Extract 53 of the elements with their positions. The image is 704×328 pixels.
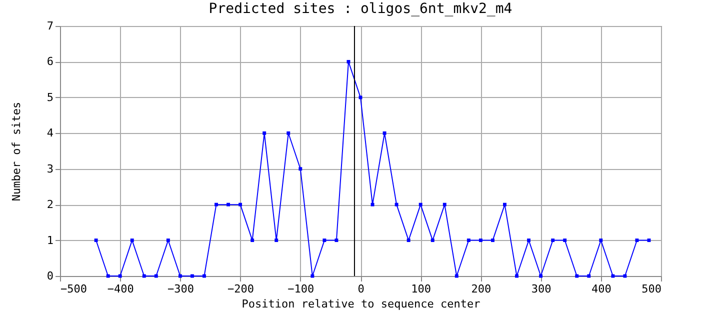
y-tick-label: 0 [46,270,54,282]
point [94,238,98,242]
y-axis-title: Number of sites [10,102,23,202]
x-tick-label: 100 [411,282,432,296]
y-tick-label: 4 [46,126,54,140]
point [466,238,470,242]
y-tick-label: 2 [46,198,54,212]
y-tick-label: 3 [46,162,54,176]
point [442,202,446,206]
x-tick-label: 200 [471,282,492,296]
x-tick-label: 400 [591,282,612,296]
point [286,131,290,135]
x-tick-label: −100 [288,282,314,296]
point [166,238,170,242]
point [394,202,398,206]
point [418,202,422,206]
x-tick-label: −500 [60,282,87,296]
point [334,238,338,242]
y-tick-label: 7 [46,20,54,32]
point [503,202,506,206]
y-tick-label: 5 [46,90,54,104]
point [527,238,531,242]
x-tick-label: −300 [167,282,194,296]
point [214,202,218,206]
point [430,238,434,242]
point [647,238,651,242]
y-tick-label: 1 [46,234,54,247]
point [635,238,639,242]
point [478,238,482,242]
x-tick-label: 0 [358,282,364,296]
x-tick-label: −400 [107,282,134,296]
x-tick-label: −200 [228,282,254,296]
chart-title: Predicted sites : oligos_6nt_mkv2_m4 [208,1,512,17]
point [262,131,266,135]
point [346,60,350,64]
x-tick-label: 300 [531,282,552,296]
point [599,238,603,242]
point [298,167,302,171]
point [274,238,278,242]
point [322,238,326,242]
point [226,202,230,206]
point [382,131,386,135]
point [551,238,555,242]
x-axis-title: Position relative to sequence center [242,298,481,310]
point [238,202,242,206]
y-tick-label: 6 [46,55,54,68]
x-tick-label: 500 [642,282,662,296]
point [370,202,374,206]
point [563,238,567,242]
point [130,238,134,242]
point [490,238,494,242]
point [250,238,254,242]
point [406,238,410,242]
